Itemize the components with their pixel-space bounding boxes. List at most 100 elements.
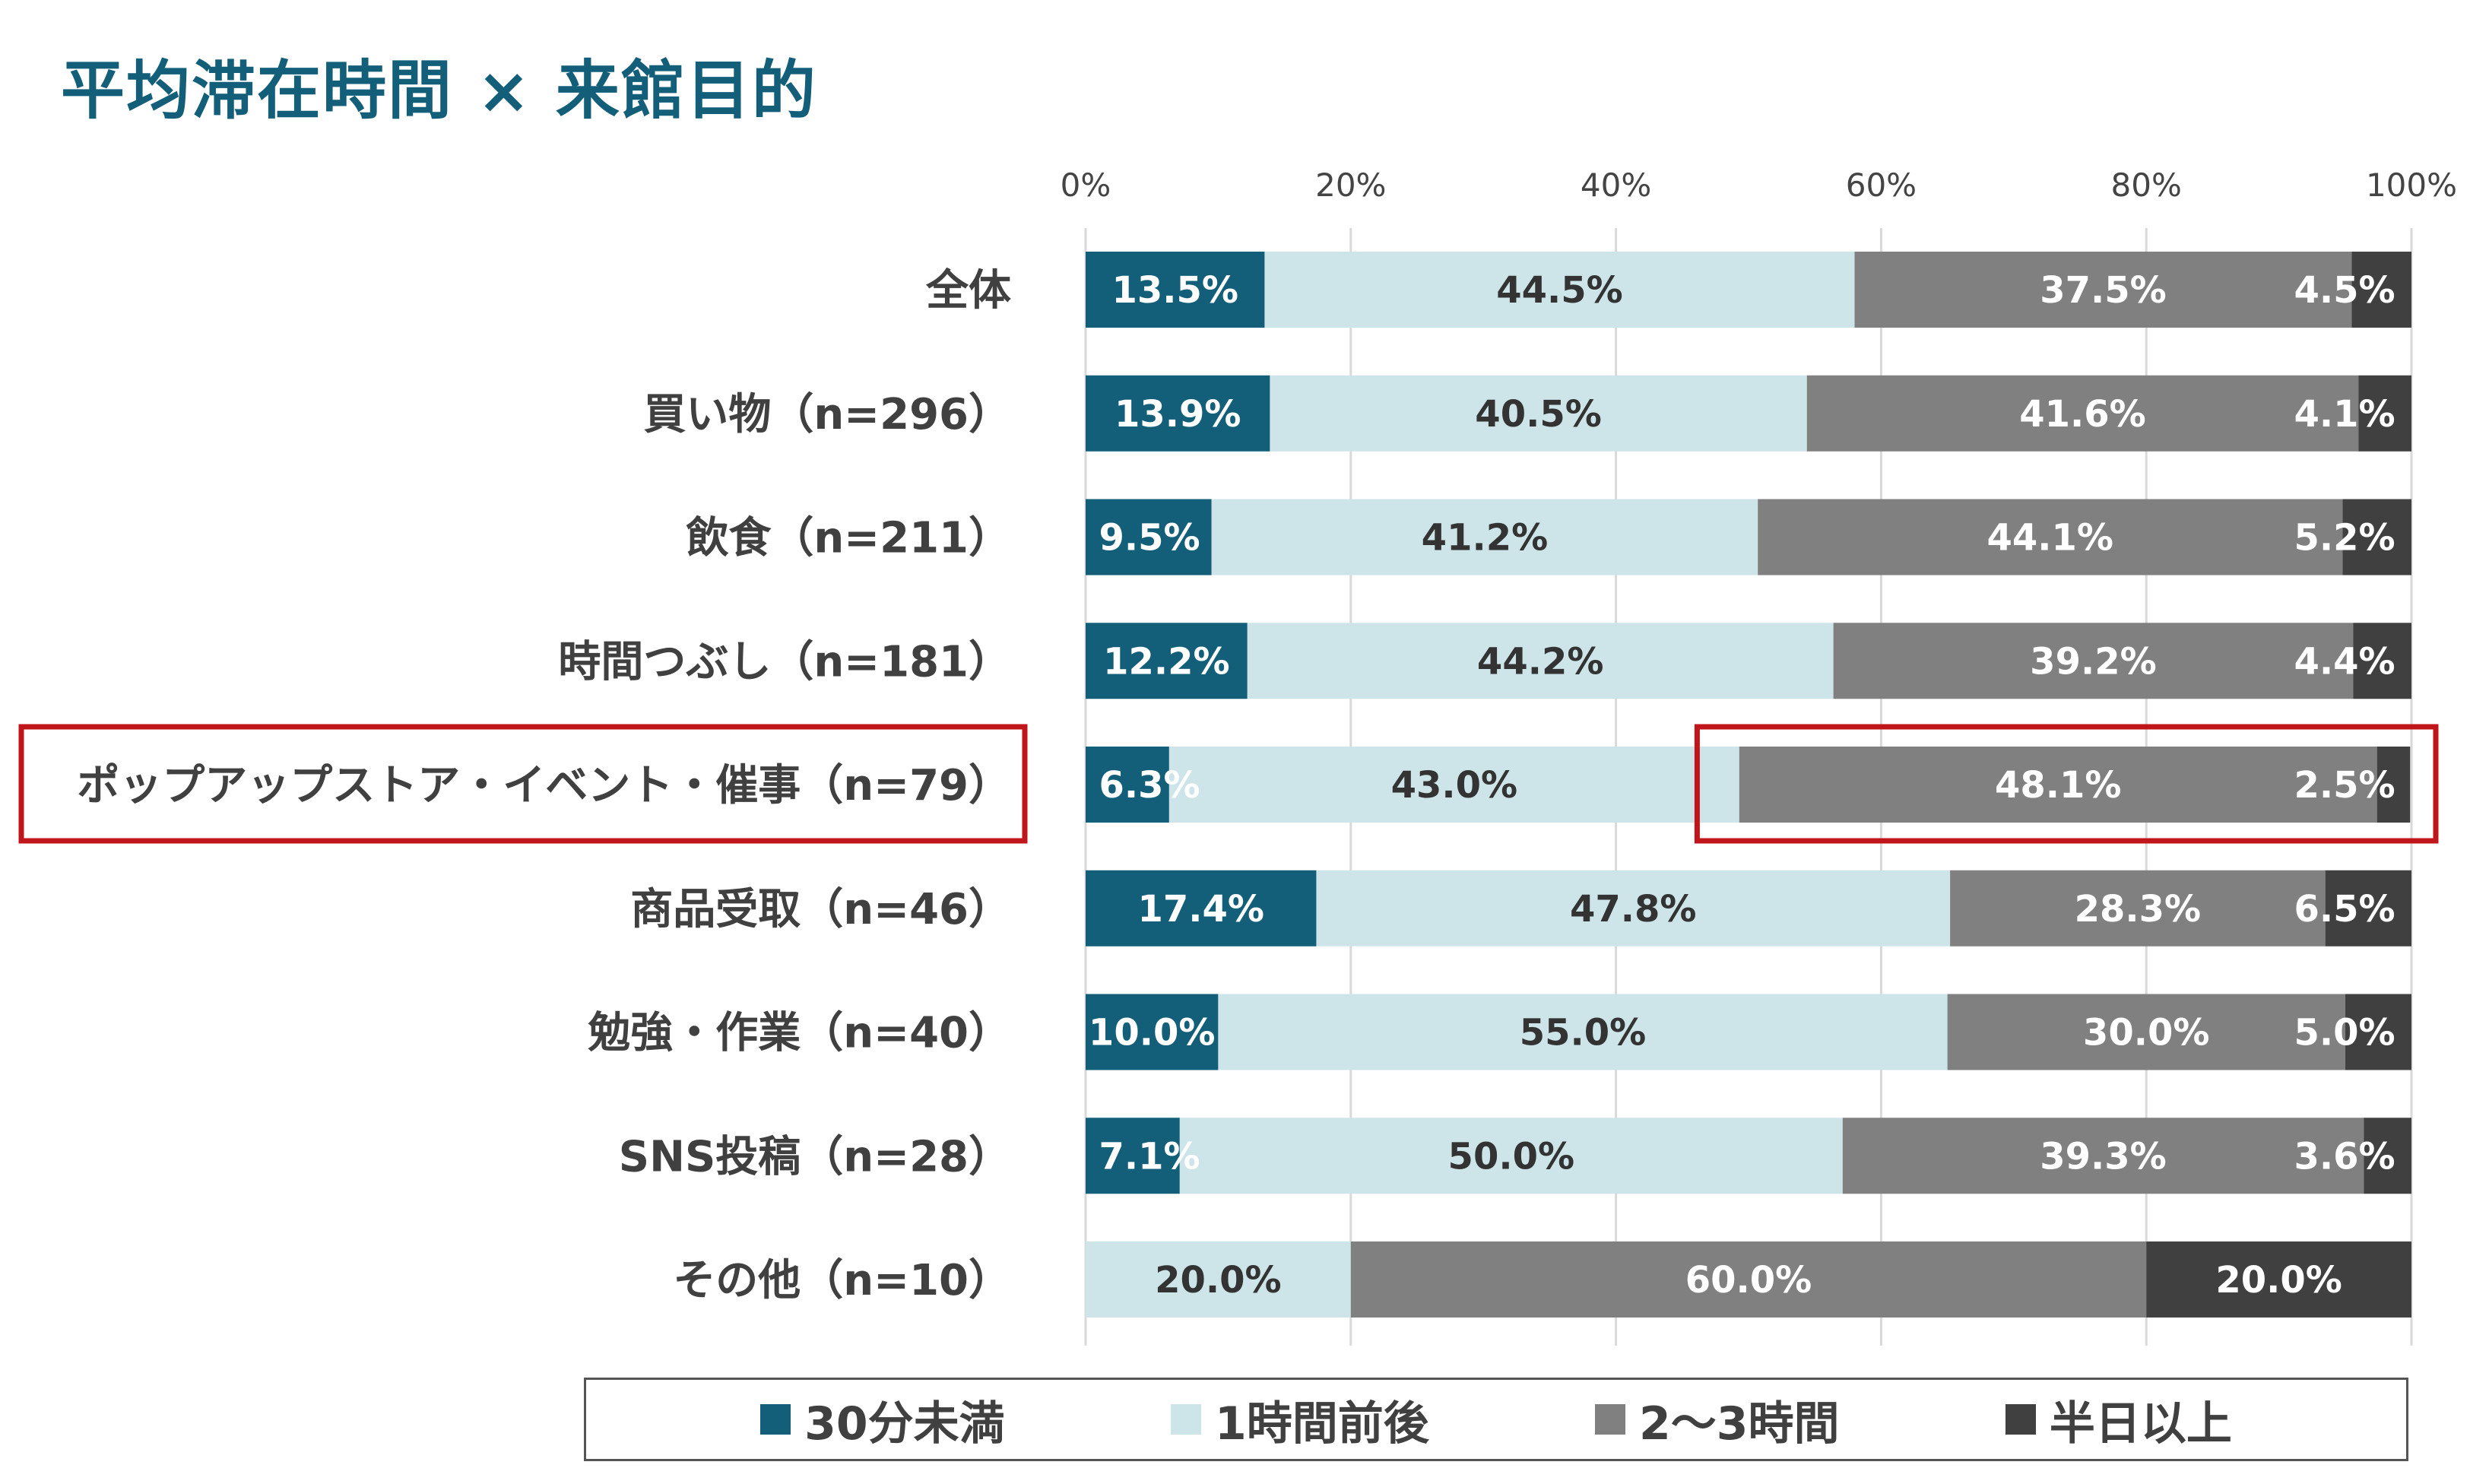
bar-segment [1316, 870, 1951, 947]
data-label: 4.1% [2294, 393, 2395, 436]
bar-segment [1086, 1241, 1351, 1318]
data-label: 13.9% [1115, 393, 1241, 436]
bar-segment [1086, 747, 1169, 823]
bar-segment [1350, 1241, 2147, 1318]
data-label: 9.5% [1099, 517, 1200, 560]
bar-segment [1086, 870, 1317, 947]
legend-swatch [760, 1404, 791, 1435]
legend-label: 2〜3時間 [1639, 1397, 1840, 1451]
data-label: 5.2% [2294, 517, 2395, 560]
legend-swatch [1595, 1404, 1626, 1435]
bar-segment [1168, 747, 1739, 823]
category-label: 時間つぶし（n=181） [558, 637, 1011, 687]
bar-segment [1218, 994, 1948, 1070]
bar-segment [1211, 499, 1758, 576]
bar-segment [1833, 623, 2354, 699]
data-label: 55.0% [1520, 1012, 1647, 1054]
bar-segment [1758, 499, 2343, 576]
data-label: 50.0% [1448, 1135, 1575, 1178]
bar-segment [1086, 375, 1270, 452]
bar-segment [2364, 1118, 2411, 1194]
data-label: 39.2% [2030, 640, 2157, 683]
bar-segment [2325, 870, 2411, 947]
legend-label: 1時間前後 [1214, 1397, 1429, 1451]
legend-item: 1時間前後 [1170, 1387, 1429, 1453]
bar-segment [2345, 994, 2411, 1070]
x-axis-ticks: 0% 20% 40% 60% 80% 100% [1061, 166, 2457, 204]
category-label: SNS投稿（n=28） [619, 1132, 1011, 1181]
category-label: 飲食（n=211） [686, 514, 1011, 563]
legend-swatch [1170, 1404, 1201, 1435]
legend-item: 半日以上 [2005, 1387, 2232, 1453]
bar-segment [1086, 623, 1248, 699]
category-label: 勉強・作業（n=40） [588, 1009, 1011, 1058]
data-label: 5.0% [2294, 1012, 2395, 1054]
category-label: その他（n=10） [673, 1256, 1011, 1305]
legend-swatch [2005, 1404, 2036, 1435]
bars [1086, 252, 2411, 1318]
data-label: 12.2% [1103, 640, 1230, 683]
data-label: 3.6% [2294, 1135, 2395, 1178]
data-label: 41.2% [1422, 517, 1549, 560]
bar-segment [2146, 1241, 2411, 1318]
legend-label: 30分未満 [804, 1397, 1005, 1451]
bar-segment [2351, 252, 2411, 328]
data-label: 60.0% [1685, 1259, 1812, 1302]
data-label: 2.5% [2294, 764, 2395, 807]
highlight-category-box [18, 724, 1028, 844]
bar-segment [1086, 252, 1265, 328]
bar-segment [1270, 375, 1807, 452]
bar-segment [2353, 623, 2411, 699]
legend: 30分未満 1時間前後 2〜3時間 半日以上 [584, 1378, 2408, 1461]
data-label: 17.4% [1137, 888, 1264, 931]
data-label: 6.5% [2294, 888, 2395, 931]
bar-segment [2358, 375, 2411, 452]
category-label: 買い物（n=296） [643, 390, 1011, 439]
data-label: 20.0% [1155, 1259, 1282, 1302]
data-label: 44.1% [1986, 517, 2113, 560]
bar-segment [2376, 747, 2411, 823]
bar-segment [1264, 252, 1855, 328]
data-label: 40.5% [1475, 393, 1602, 436]
data-label: 44.2% [1477, 640, 1604, 683]
data-label: 37.5% [2040, 269, 2167, 312]
bar-segment [1950, 870, 2326, 947]
data-label: 13.5% [1111, 269, 1238, 312]
category-label: 商品受取（n=46） [630, 885, 1011, 934]
data-label: 39.3% [2040, 1135, 2167, 1178]
bar-segment [1854, 252, 2352, 328]
x-tick-label: 60% [1846, 166, 1917, 204]
bar-segment [1086, 499, 1212, 576]
data-label: 4.5% [2294, 269, 2395, 312]
data-label: 47.8% [1570, 888, 1697, 931]
legend-item: 2〜3時間 [1595, 1387, 1840, 1453]
legend-item: 30分未満 [760, 1387, 1005, 1453]
bar-segment [2342, 499, 2411, 576]
bar-segment [1739, 747, 2377, 823]
highlight-values-box [1694, 724, 2439, 844]
data-label: 7.1% [1099, 1135, 1200, 1178]
data-label: 10.0% [1089, 1012, 1216, 1054]
bar-segment [1086, 1118, 1180, 1194]
x-tick-label: 20% [1315, 166, 1386, 204]
x-tick-label: 80% [2111, 166, 2182, 204]
data-label: 41.6% [2019, 393, 2146, 436]
data-label: 4.4% [2294, 640, 2395, 683]
data-label: 44.5% [1496, 269, 1623, 312]
category-label: 全体 [925, 266, 1011, 316]
x-tick-label: 100% [2366, 166, 2457, 204]
data-label: 48.1% [1995, 764, 2122, 807]
data-label: 43.0% [1391, 764, 1518, 807]
x-tick-label: 40% [1581, 166, 1651, 204]
data-label: 30.0% [2083, 1012, 2210, 1054]
bar-segment [1806, 375, 2359, 452]
category-label: ポップアップストア・イベント・催事（n=79） [77, 761, 1011, 810]
bar-segment [1842, 1118, 2364, 1194]
bar-segment [1086, 994, 1219, 1070]
x-tick-label: 0% [1061, 166, 1111, 204]
data-labels: 13.5% 44.5% 37.5% 4.5% 13.9% 40.5% 41.6% 4.1% 9.… [1089, 269, 2395, 1302]
chart-title: 平均滞在時間 × 来館目的 [61, 53, 817, 128]
legend-label: 半日以上 [2049, 1397, 2232, 1451]
